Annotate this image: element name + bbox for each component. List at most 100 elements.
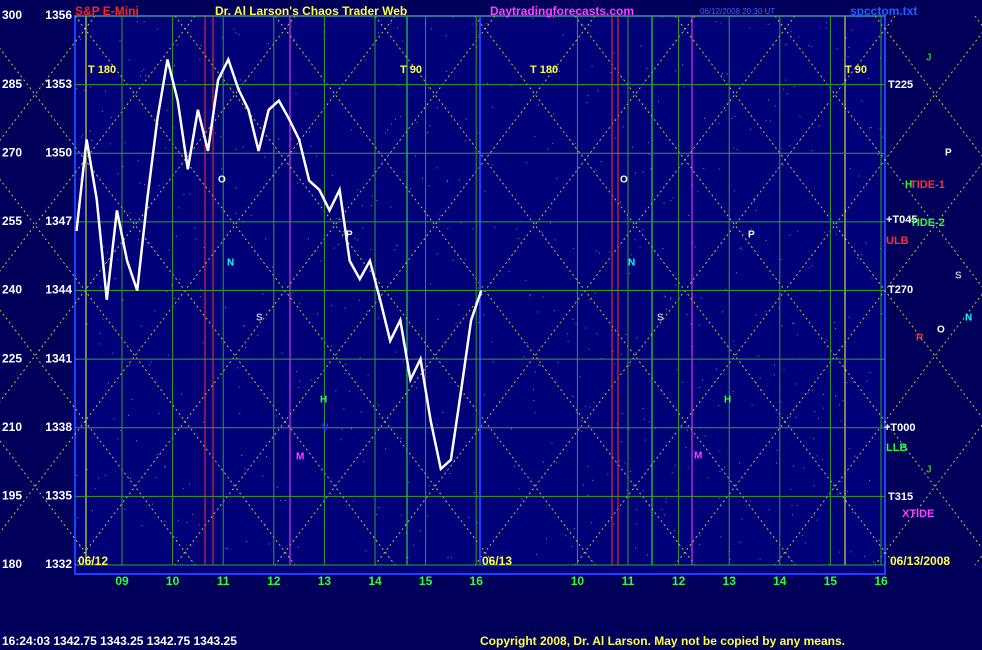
speckle (174, 297, 176, 299)
right-label: T270 (888, 284, 913, 296)
speckle (701, 379, 703, 381)
planet-marker: H (724, 395, 731, 406)
header-text: S&P E-Mini (75, 4, 139, 18)
cycle-label: T 180 (530, 64, 558, 76)
speckle (674, 464, 676, 466)
speckle (791, 504, 793, 506)
speckle (458, 179, 460, 181)
speckle (554, 239, 556, 241)
speckle (665, 501, 667, 503)
speckle (725, 109, 727, 111)
speckle (718, 404, 720, 406)
speckle (293, 38, 295, 40)
speckle (129, 364, 131, 366)
speckle (808, 44, 810, 46)
speckle (250, 215, 252, 217)
cycle-line (0, 439, 96, 566)
speckle (793, 465, 795, 467)
speckle (213, 117, 215, 119)
speckle (130, 477, 132, 479)
y2-tick-label: 285 (2, 77, 22, 91)
speckle (780, 401, 782, 403)
speckle (595, 250, 597, 252)
speckle (647, 554, 649, 556)
speckle (427, 132, 429, 134)
y-tick-label: 1344 (45, 283, 72, 297)
speckle (700, 297, 702, 299)
speckle (348, 390, 350, 392)
speckle (492, 361, 494, 363)
right-label: TIDE-2 (910, 217, 945, 229)
speckle (781, 325, 783, 327)
speckle (331, 345, 333, 347)
speckle (537, 311, 539, 313)
y2-tick-label: 210 (2, 420, 22, 434)
speckle (731, 117, 733, 119)
speckle (567, 333, 569, 335)
speckle (484, 191, 486, 193)
speckle (736, 148, 738, 150)
speckle (683, 30, 685, 32)
speckle (765, 120, 767, 122)
speckle (845, 37, 847, 39)
speckle (671, 472, 673, 474)
speckle (137, 21, 139, 23)
speckle (471, 23, 473, 25)
speckle (572, 247, 574, 249)
speckle (768, 509, 770, 511)
speckle (225, 547, 227, 549)
speckle (620, 354, 622, 356)
speckle (835, 395, 837, 397)
speckle (663, 202, 665, 204)
speckle (753, 200, 755, 202)
speckle (86, 468, 88, 470)
speckle (850, 551, 852, 553)
speckle (134, 218, 136, 220)
speckle (446, 70, 448, 72)
speckle (235, 148, 237, 150)
speckle (158, 412, 160, 414)
speckle (354, 238, 356, 240)
speckle (80, 38, 82, 40)
speckle (580, 430, 582, 432)
speckle (357, 189, 359, 191)
speckle (83, 89, 85, 91)
speckle (188, 483, 190, 485)
speckle (141, 525, 143, 527)
speckle (663, 295, 665, 297)
speckle (378, 317, 380, 319)
speckle (642, 408, 644, 410)
speckle (782, 164, 784, 166)
speckle (235, 187, 237, 189)
speckle (343, 373, 345, 375)
speckle (394, 249, 396, 251)
speckle (351, 129, 353, 131)
speckle (592, 479, 594, 481)
speckle (158, 184, 160, 186)
speckle (755, 382, 757, 384)
speckle (847, 55, 849, 57)
right-label: T315 (888, 491, 913, 503)
speckle (387, 129, 389, 131)
speckle (685, 446, 687, 448)
speckle (436, 253, 438, 255)
speckle (759, 558, 761, 560)
speckle (109, 143, 111, 145)
speckle (848, 47, 850, 49)
speckle (492, 106, 494, 108)
y-tick-label: 1332 (45, 557, 72, 571)
x-tick-label: 10 (166, 574, 180, 588)
speckle (688, 214, 690, 216)
speckle (178, 519, 180, 521)
speckle (264, 156, 266, 158)
speckle (107, 382, 109, 384)
x-tick-label: 15 (824, 574, 838, 588)
speckle (600, 160, 602, 162)
speckle (648, 153, 650, 155)
speckle (454, 459, 456, 461)
speckle (436, 107, 438, 109)
speckle (77, 517, 79, 519)
speckle (629, 82, 631, 84)
speckle (836, 493, 838, 495)
cycle-line (0, 15, 196, 272)
